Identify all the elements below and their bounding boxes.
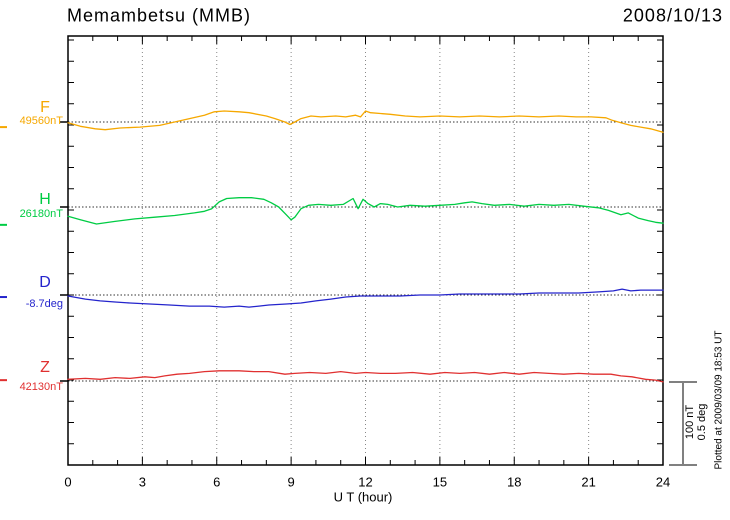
series-letter-F: F bbox=[40, 99, 50, 116]
baselines bbox=[60, 121, 663, 382]
series-letter-Z: Z bbox=[40, 359, 50, 376]
x-tick-label: 9 bbox=[287, 474, 295, 490]
trace-F bbox=[67, 110, 664, 133]
series-value-Z: 42130nT bbox=[19, 381, 63, 393]
trace-D bbox=[67, 288, 664, 308]
x-tick-label: 15 bbox=[432, 474, 448, 490]
series-value-D: -8.7deg bbox=[25, 298, 63, 310]
series-letter-H: H bbox=[39, 191, 51, 208]
x-tick-label: 24 bbox=[655, 474, 671, 490]
trace-Z bbox=[67, 370, 664, 383]
series-value-H: 26180nT bbox=[19, 208, 63, 220]
x-axis-title: U T (hour) bbox=[333, 489, 393, 505]
scale-bar-nt-label: 100 nT bbox=[684, 404, 696, 440]
x-tick-label: 21 bbox=[581, 474, 596, 490]
series-letter-D: D bbox=[39, 274, 51, 291]
station-title: Memambetsu (MMB) bbox=[67, 5, 252, 26]
x-tick-label: 3 bbox=[138, 474, 146, 490]
scale-bar bbox=[669, 381, 697, 466]
axis-ticks bbox=[68, 36, 663, 465]
plot-date: 2008/10/13 bbox=[622, 5, 723, 26]
plotted-at-note: Plotted at 2009/03/09 18:53 UT bbox=[713, 330, 725, 470]
gridlines bbox=[141, 36, 590, 465]
x-tick-label: 0 bbox=[64, 474, 72, 490]
traces bbox=[0, 110, 664, 383]
scale-bar-deg-label: 0.5 deg bbox=[696, 403, 708, 441]
series-value-F: 49560nT bbox=[19, 115, 63, 127]
trace-H bbox=[67, 197, 664, 225]
x-tick-label: 12 bbox=[358, 474, 373, 490]
x-tick-label: 6 bbox=[213, 474, 221, 490]
x-tick-label: 18 bbox=[507, 474, 522, 490]
